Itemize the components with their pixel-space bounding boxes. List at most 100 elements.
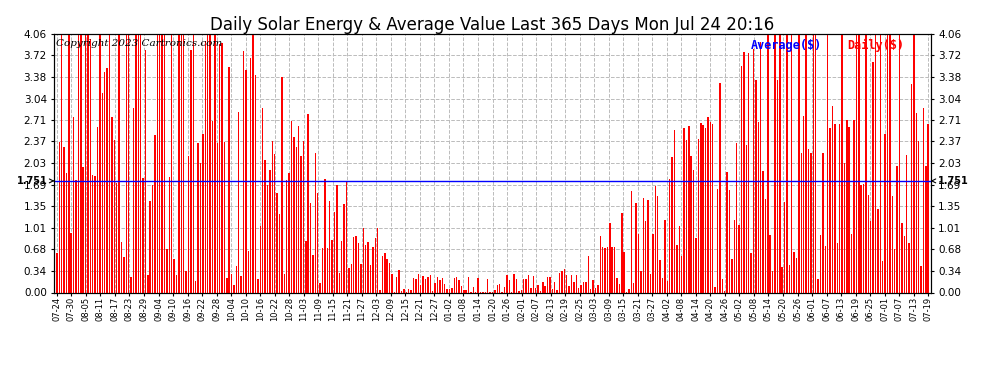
Bar — [143, 178, 144, 292]
Bar — [87, 34, 89, 292]
Bar — [889, 34, 891, 292]
Bar — [853, 120, 854, 292]
Bar — [621, 213, 623, 292]
Bar — [180, 34, 182, 292]
Bar — [310, 203, 311, 292]
Bar — [325, 179, 326, 292]
Bar — [415, 279, 417, 292]
Text: Copyright 2023 Cartronics.com: Copyright 2023 Cartronics.com — [56, 39, 223, 48]
Bar — [374, 238, 376, 292]
Bar — [312, 255, 314, 292]
Bar — [315, 153, 316, 292]
Bar — [425, 279, 427, 292]
Bar — [899, 34, 900, 292]
Bar — [652, 234, 653, 292]
Bar — [901, 223, 903, 292]
Bar — [320, 283, 321, 292]
Bar — [420, 285, 422, 292]
Bar — [717, 189, 719, 292]
Bar — [722, 279, 723, 292]
Bar — [808, 149, 809, 292]
Bar — [114, 140, 115, 292]
Bar — [846, 120, 847, 292]
Bar — [554, 282, 555, 292]
Bar — [801, 153, 802, 292]
Bar — [592, 280, 594, 292]
Bar — [427, 277, 429, 292]
Bar — [739, 225, 740, 292]
Bar — [707, 117, 709, 292]
Bar — [166, 249, 167, 292]
Bar — [99, 34, 101, 292]
Bar — [372, 247, 373, 292]
Bar — [156, 34, 158, 292]
Bar — [159, 34, 160, 292]
Bar — [913, 34, 915, 292]
Bar — [234, 285, 235, 292]
Bar — [252, 34, 253, 292]
Bar — [535, 288, 537, 292]
Bar — [65, 173, 67, 292]
Bar — [575, 276, 577, 292]
Bar — [827, 34, 829, 292]
Bar — [276, 194, 278, 292]
Bar — [568, 286, 570, 292]
Bar — [533, 276, 534, 292]
Bar — [578, 288, 579, 292]
Bar — [102, 93, 103, 292]
Bar — [796, 258, 797, 292]
Bar — [585, 282, 587, 292]
Bar — [669, 179, 670, 292]
Bar — [558, 273, 560, 292]
Bar — [649, 274, 651, 292]
Bar — [516, 279, 517, 292]
Bar — [538, 285, 539, 292]
Bar — [344, 204, 345, 292]
Bar — [339, 273, 340, 292]
Bar — [683, 128, 685, 292]
Bar — [202, 134, 204, 292]
Bar — [556, 290, 558, 292]
Bar — [391, 274, 393, 292]
Bar — [75, 180, 76, 292]
Bar — [487, 279, 488, 292]
Bar — [494, 290, 496, 292]
Bar — [848, 127, 850, 292]
Bar — [818, 279, 819, 292]
Bar — [755, 80, 756, 292]
Bar — [332, 240, 333, 292]
Bar — [872, 62, 874, 292]
Bar — [619, 284, 620, 292]
Bar — [200, 163, 201, 292]
Bar — [111, 117, 113, 292]
Bar — [116, 183, 118, 292]
Bar — [269, 170, 270, 292]
Bar — [727, 172, 728, 292]
Bar — [863, 184, 864, 292]
Bar — [887, 34, 888, 292]
Bar — [664, 220, 665, 292]
Bar — [446, 288, 447, 292]
Bar — [563, 269, 565, 292]
Bar — [607, 248, 608, 292]
Bar — [334, 212, 336, 292]
Bar — [214, 35, 216, 292]
Bar — [458, 280, 459, 292]
Bar — [693, 170, 694, 292]
Bar — [126, 34, 127, 292]
Bar — [661, 278, 663, 292]
Bar — [729, 190, 731, 292]
Bar — [858, 34, 859, 292]
Bar — [497, 285, 498, 292]
Bar — [757, 122, 759, 292]
Bar — [92, 174, 93, 292]
Bar — [444, 284, 446, 292]
Bar — [123, 257, 125, 292]
Bar — [185, 272, 187, 292]
Bar — [786, 34, 788, 292]
Bar — [238, 111, 240, 292]
Bar — [188, 156, 189, 292]
Bar — [337, 185, 338, 292]
Bar — [674, 130, 675, 292]
Bar — [870, 221, 871, 292]
